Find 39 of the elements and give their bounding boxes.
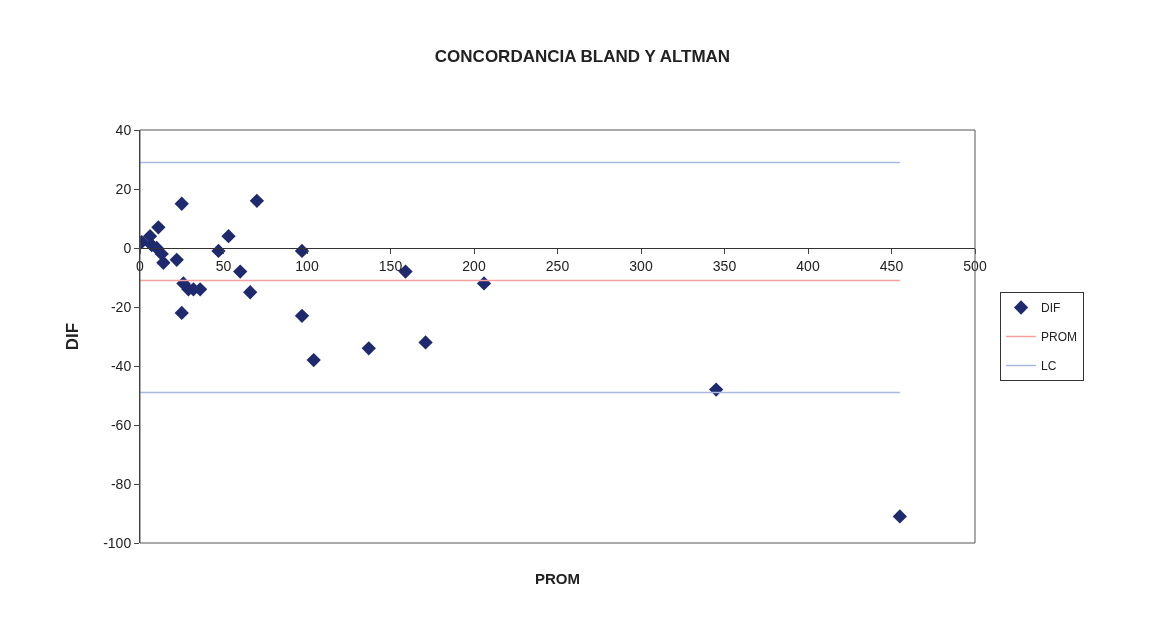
point xyxy=(892,509,907,524)
point xyxy=(233,264,248,279)
point xyxy=(306,352,321,368)
x-tick-label: 100 xyxy=(295,257,319,274)
y-tick-label: 20 xyxy=(115,180,132,197)
y-axis-title: DIF xyxy=(62,322,82,351)
x-tick-label: 300 xyxy=(629,257,653,274)
x-tick-label: 250 xyxy=(545,257,570,274)
point xyxy=(174,305,189,321)
point xyxy=(294,308,310,323)
x-axis-title: PROM xyxy=(535,570,580,587)
point xyxy=(156,255,171,270)
x-tick-label: 400 xyxy=(796,257,820,274)
point xyxy=(361,341,376,356)
point xyxy=(243,285,258,300)
point xyxy=(249,193,265,208)
x-tick-label: 350 xyxy=(712,257,737,274)
legend-label: PROM xyxy=(1041,330,1078,345)
point xyxy=(294,243,310,259)
legend-label: DIF xyxy=(1041,301,1061,316)
point xyxy=(418,335,433,350)
point xyxy=(221,229,236,244)
y-tick-label: -80 xyxy=(110,475,132,492)
x-tick-label: 50 xyxy=(215,257,232,274)
y-tick-label: -60 xyxy=(110,416,132,433)
y-tick-label: -20 xyxy=(110,298,132,315)
legend-label: LC xyxy=(1041,359,1057,374)
chart-title: CONCORDANCIA BLAND Y ALTMAN xyxy=(434,47,731,67)
y-tick-label: -100 xyxy=(103,534,132,551)
y-tick-label: -40 xyxy=(110,357,132,374)
x-tick-label: 500 xyxy=(963,257,987,274)
x-tick-label: 150 xyxy=(378,257,403,274)
y-tick-label: 40 xyxy=(115,121,132,138)
y-tick-label: 0 xyxy=(123,239,132,256)
point xyxy=(169,252,184,267)
x-tick-label: 200 xyxy=(462,257,486,274)
point xyxy=(151,220,166,235)
x-tick-label: 450 xyxy=(879,257,904,274)
point xyxy=(174,196,189,211)
